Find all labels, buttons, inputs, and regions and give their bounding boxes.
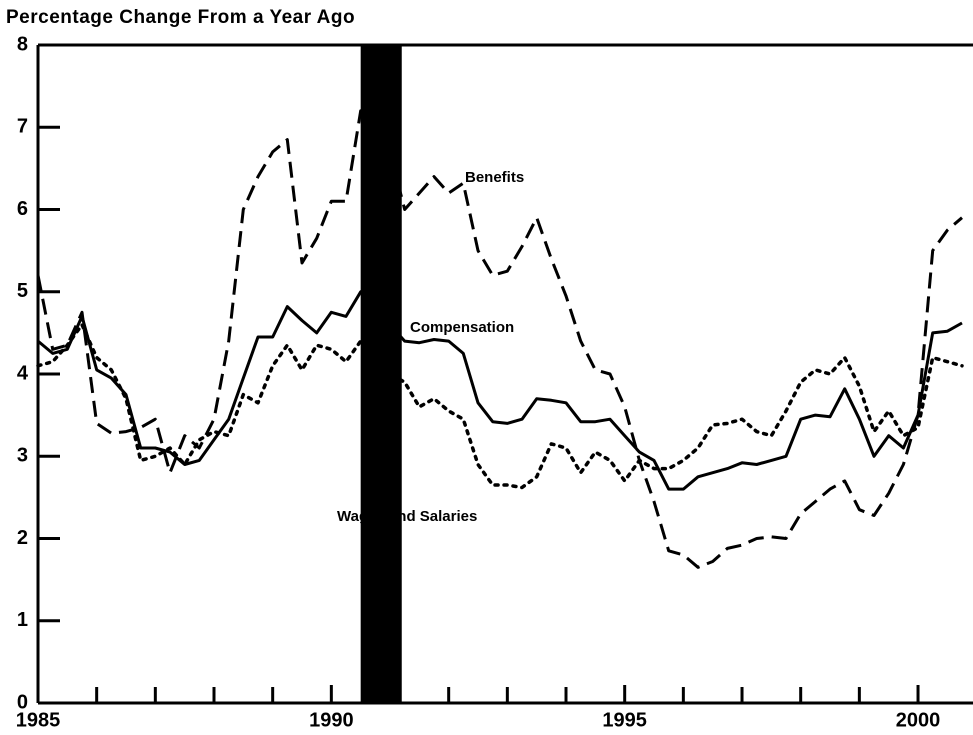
- y-tick-label: 7: [17, 116, 28, 138]
- y-tick-label: 6: [17, 198, 28, 220]
- series-label: Benefits: [465, 169, 524, 186]
- series-line: [36, 109, 963, 569]
- y-tick-label: 3: [17, 445, 28, 467]
- y-tick-label: 2: [17, 527, 28, 549]
- x-tick-label: 1995: [602, 709, 647, 731]
- y-tick-label: 8: [17, 33, 28, 55]
- y-tick-label: 4: [17, 362, 29, 384]
- y-tick-label: 5: [17, 280, 28, 302]
- series-line: [36, 322, 964, 490]
- y-tick-label: 1: [17, 609, 28, 631]
- x-tick-label: 2000: [896, 709, 941, 731]
- series-line: [37, 282, 963, 491]
- x-tick-label: 1990: [309, 709, 354, 731]
- x-tick-label: 1985: [16, 709, 61, 731]
- y-tick-label: 0: [17, 691, 28, 713]
- series-label: Wages and Salaries: [337, 508, 477, 525]
- recession-bar: [360, 45, 402, 703]
- series-label: Compensation: [410, 319, 514, 336]
- chart-title: Percentage Change From a Year Ago: [6, 7, 355, 28]
